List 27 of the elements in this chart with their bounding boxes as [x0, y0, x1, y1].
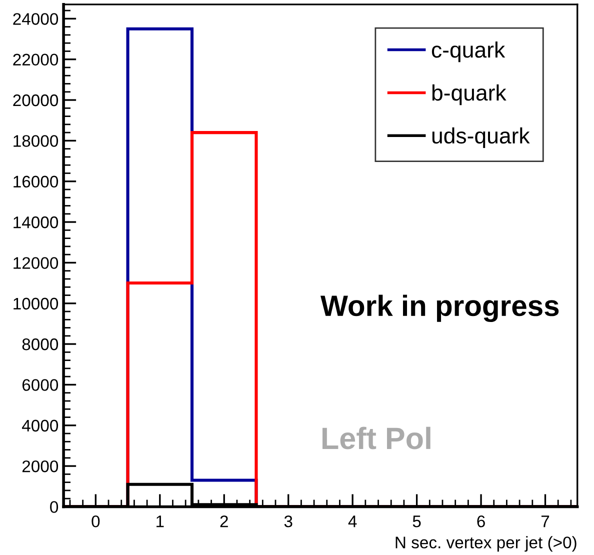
- y-tick-label: 18000: [14, 135, 58, 147]
- x-tick-label: 7: [541, 516, 550, 528]
- x-tick-label: 2: [220, 515, 228, 528]
- y-tick-label: 20000: [13, 94, 58, 106]
- annotation: Work in progress: [320, 294, 559, 322]
- x-tick-label: 4: [348, 516, 357, 528]
- x-tick-label: 0: [92, 515, 100, 528]
- x-tick-label: 5: [412, 516, 421, 528]
- legend-label: c-quark: [432, 41, 506, 62]
- y-tick-label: 0: [50, 501, 58, 513]
- y-tick-label: 8000: [22, 338, 58, 350]
- y-tick-label: 6000: [22, 379, 58, 391]
- y-tick-label: 24000: [13, 13, 58, 25]
- y-tick-label: 22000: [13, 54, 58, 66]
- y-tick-label: 14000: [14, 216, 58, 228]
- x-tick-label: 3: [284, 515, 292, 528]
- x-axis-title: N sec. vertex per jet (>0): [396, 536, 576, 552]
- y-tick-label: 10000: [14, 298, 58, 310]
- y-tick-label: 12000: [14, 257, 58, 269]
- legend-label: b-quark: [432, 84, 506, 106]
- legend-label: uds-quark: [432, 127, 530, 148]
- y-tick-label: 4000: [22, 420, 58, 432]
- x-tick-label: 1: [156, 516, 164, 528]
- y-tick-label: 16000: [14, 176, 58, 188]
- y-tick-label: 2000: [22, 460, 58, 472]
- x-tick-label: 6: [477, 515, 485, 528]
- annotation: Left Pol: [322, 426, 430, 450]
